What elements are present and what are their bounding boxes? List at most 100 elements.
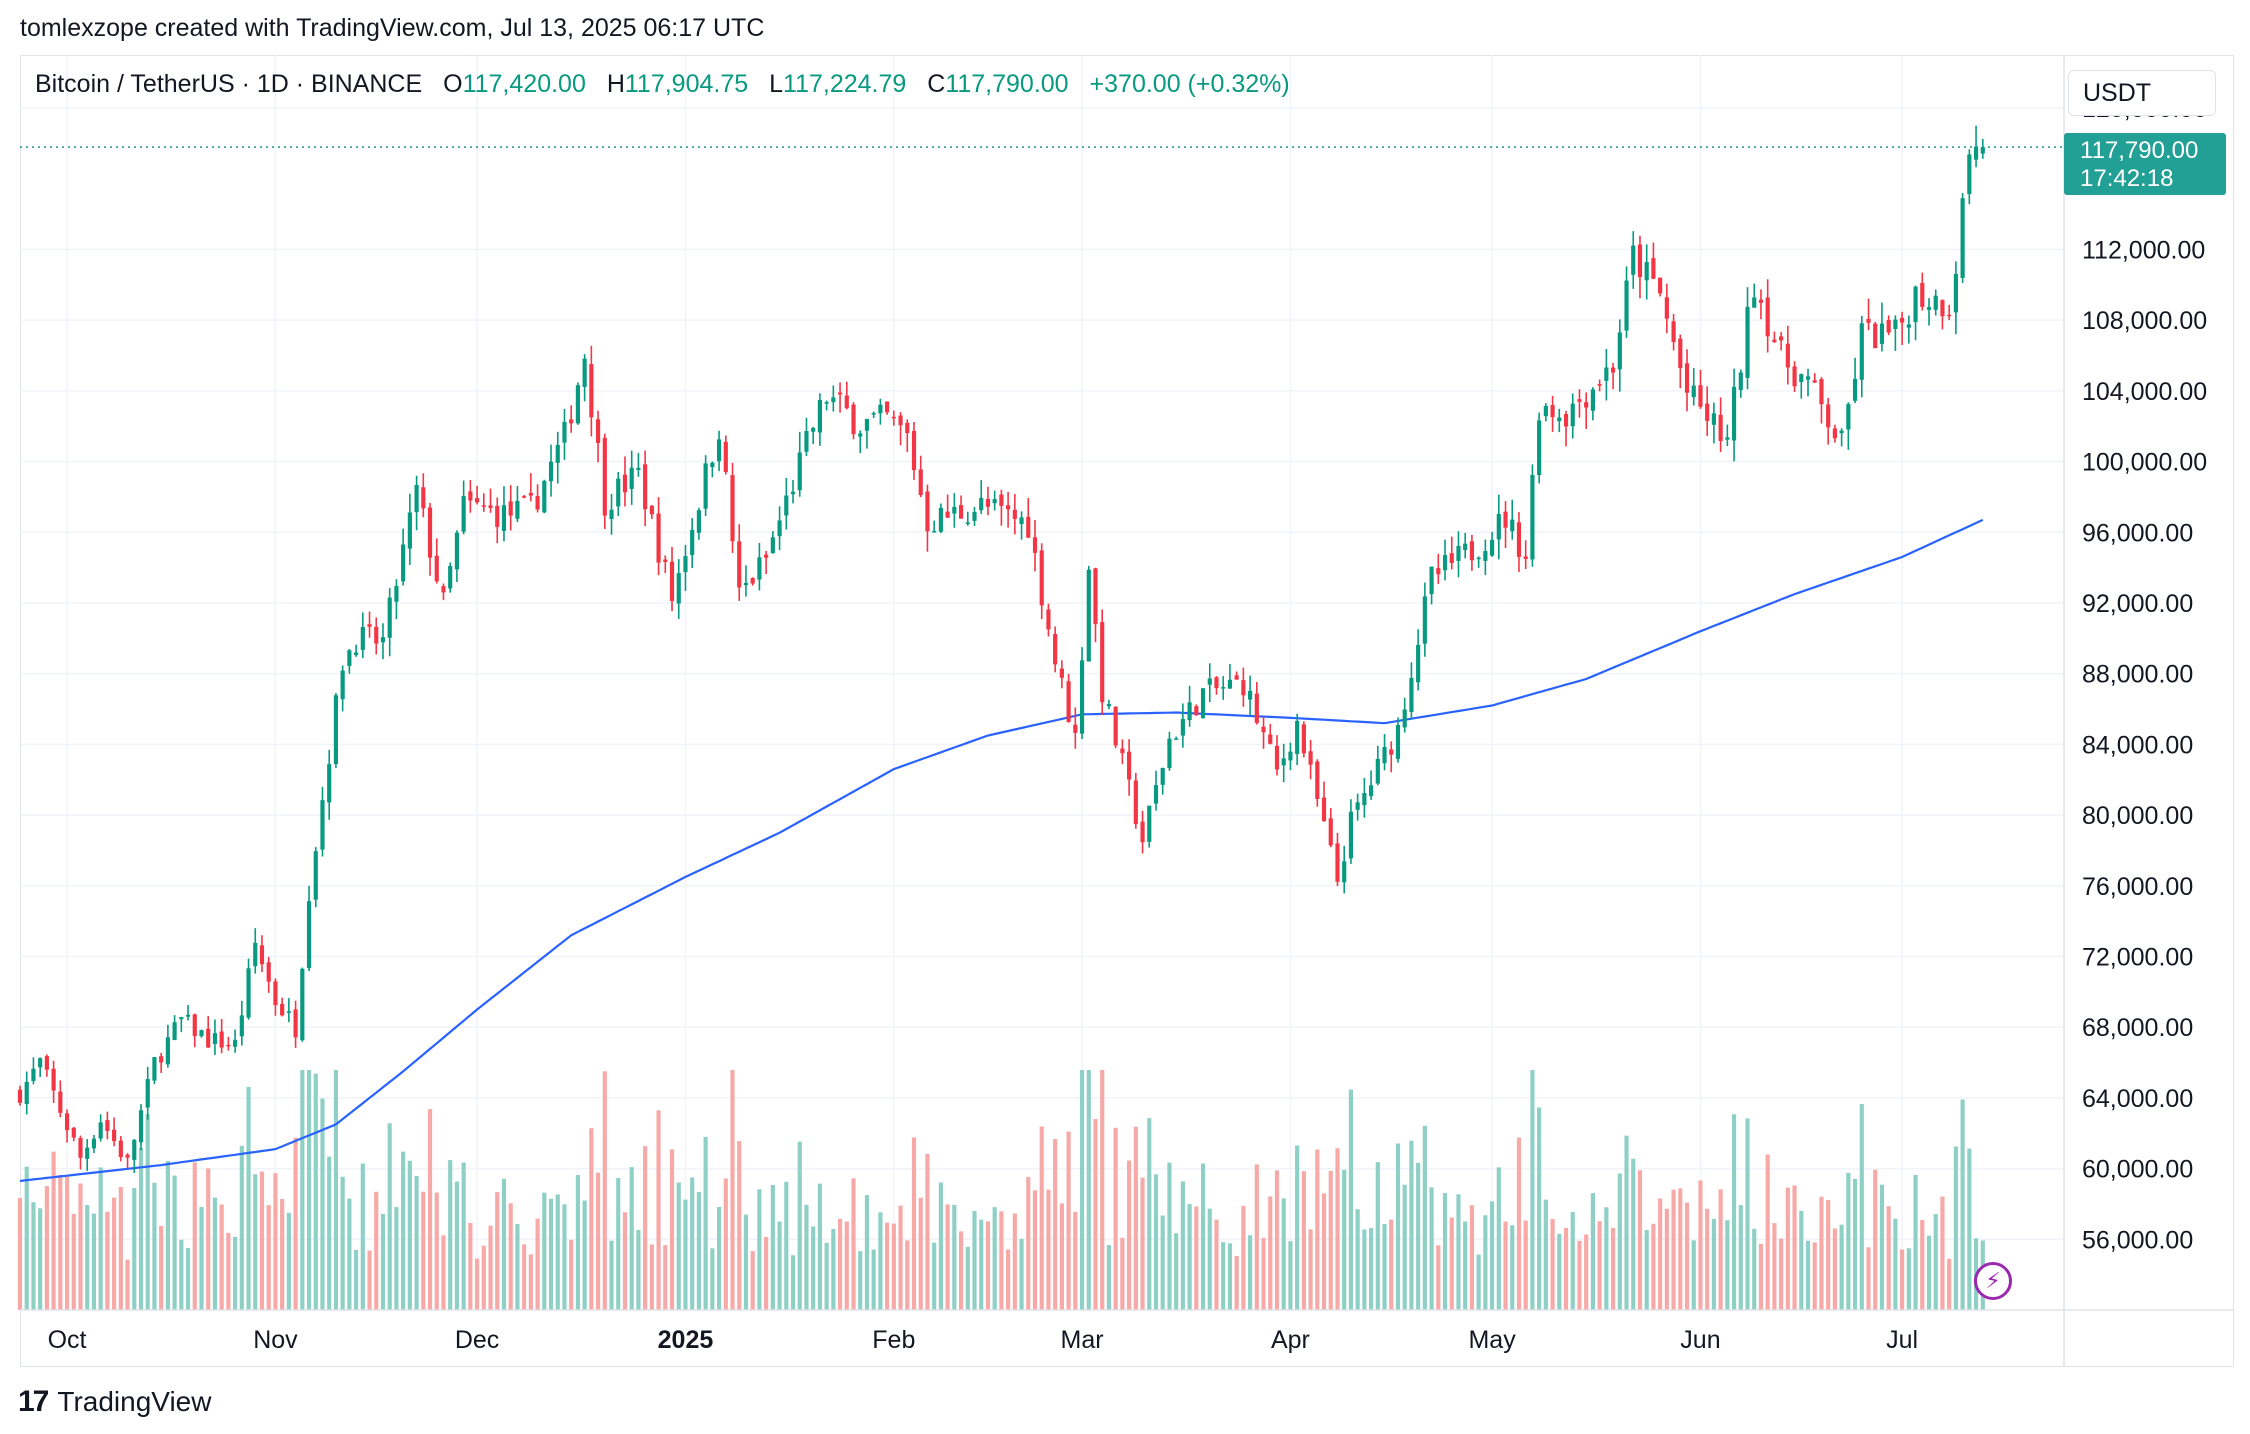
volume-bar — [1348, 1089, 1354, 1310]
candle-body — [1698, 385, 1703, 407]
candle-body — [1019, 517, 1024, 525]
tradingview-brand: TradingView — [57, 1386, 212, 1417]
chart-attribution: tomlexzope created with TradingView.com,… — [20, 14, 765, 42]
volume-bar — [737, 1141, 742, 1310]
candle-body — [112, 1129, 117, 1142]
candle-body — [1032, 537, 1038, 553]
candle-body — [1873, 323, 1878, 349]
candle-body — [1960, 198, 1965, 278]
volume-bar — [1886, 1206, 1891, 1310]
y-tick-label: 84,000.00 — [2082, 731, 2193, 759]
symbol-title[interactable]: Bitcoin / TetherUS · 1D · BINANCE — [35, 70, 423, 98]
candle-body — [1059, 668, 1064, 678]
candle-body — [811, 427, 816, 432]
volume-bar — [669, 1149, 675, 1310]
candle-body — [367, 624, 372, 627]
volume-bar — [797, 1141, 802, 1310]
volume-bar — [1792, 1185, 1797, 1310]
volume-bar — [1416, 1162, 1421, 1310]
volume-bar — [1059, 1203, 1064, 1310]
volume-bar — [871, 1249, 876, 1310]
volume-bar — [1550, 1219, 1555, 1310]
tradingview-logo[interactable]: 17 TradingView — [18, 1385, 211, 1419]
currency-button[interactable]: USDT — [2068, 70, 2216, 116]
volume-bar — [354, 1249, 359, 1310]
x-tick-label: Feb — [872, 1326, 915, 1354]
lightning-bolt-icon[interactable]: ⚡ — [1974, 1262, 2012, 1300]
volume-bar — [790, 1255, 796, 1310]
candle-body — [1496, 514, 1501, 540]
volume-bar — [595, 1172, 601, 1310]
candle-body — [414, 484, 419, 513]
candle-body — [300, 968, 305, 1041]
candle-body — [1731, 386, 1737, 441]
volume-bar — [1086, 1070, 1091, 1310]
volume-bar — [1859, 1104, 1864, 1310]
volume-bar — [609, 1240, 614, 1310]
open-label: O — [443, 70, 463, 98]
candle-body — [542, 480, 547, 513]
volume-bar — [320, 1098, 325, 1310]
x-tick-label: Oct — [48, 1326, 87, 1354]
volume-bar — [1691, 1240, 1696, 1310]
candle-body — [1348, 811, 1354, 859]
volume-bar — [118, 1187, 123, 1310]
volume-bar — [1422, 1125, 1427, 1310]
candle-body — [1254, 693, 1259, 723]
candle-body — [1926, 307, 1932, 310]
volume-bar — [1268, 1196, 1273, 1310]
candle-body — [1127, 751, 1132, 780]
candle-body — [475, 498, 480, 503]
candle-body — [31, 1068, 36, 1081]
candle-body — [925, 491, 930, 532]
volume-bar — [1725, 1220, 1730, 1310]
volume-bar — [1758, 1243, 1764, 1310]
volume-bar — [985, 1221, 991, 1310]
candle-body — [468, 491, 473, 501]
candle-body — [246, 968, 251, 1018]
volume-bar — [811, 1226, 816, 1310]
candle-body — [44, 1056, 49, 1070]
candle-body — [1752, 297, 1757, 308]
candle-body — [1234, 675, 1239, 680]
grid-lines — [20, 55, 2064, 1310]
volume-bar — [1926, 1235, 1932, 1310]
volume-bar — [185, 1248, 191, 1310]
candle-body — [1395, 724, 1401, 759]
candle-body — [1490, 539, 1495, 556]
volume-bar — [1637, 1170, 1643, 1310]
volume-bar — [1819, 1196, 1824, 1310]
candle-body — [488, 505, 493, 508]
candle-body — [575, 385, 580, 424]
volume-bar — [1671, 1189, 1676, 1310]
high-label: H — [606, 70, 625, 98]
volume-bar — [898, 1205, 903, 1310]
x-tick-label: Dec — [455, 1326, 499, 1354]
candle-body — [535, 495, 540, 510]
candle-body — [1678, 338, 1683, 368]
candle-body — [401, 544, 406, 582]
volume-bar — [1644, 1230, 1649, 1310]
volume-bar — [730, 1070, 735, 1310]
volume-bar — [1006, 1249, 1011, 1310]
candle-body — [306, 901, 312, 968]
volume-bar — [696, 1192, 701, 1310]
volume-bar — [1631, 1158, 1636, 1310]
candle-body — [172, 1022, 177, 1041]
candle-body — [965, 522, 970, 524]
volume-bar — [259, 1171, 265, 1310]
volume-bar — [1187, 1204, 1192, 1310]
volume-bar — [932, 1242, 937, 1310]
volume-bar — [1839, 1224, 1844, 1310]
candle-body — [1805, 376, 1811, 380]
volume-bar — [1745, 1118, 1750, 1310]
last-price-value: 117,790.00 — [2080, 137, 2199, 165]
volume-bar — [1113, 1127, 1118, 1310]
volume-bar — [1463, 1221, 1468, 1310]
candle-body — [885, 401, 890, 413]
candle-body — [1839, 430, 1844, 434]
candle-body — [1604, 367, 1609, 381]
volume-bar — [1752, 1228, 1757, 1310]
candle-body — [723, 441, 728, 473]
